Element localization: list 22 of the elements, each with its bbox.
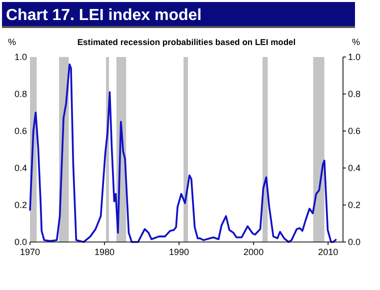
x-tick-label: 2000 xyxy=(244,247,264,257)
x-tick-label: 2010 xyxy=(318,247,338,257)
y2-axis-title: % xyxy=(352,37,360,47)
y-axis-title: % xyxy=(8,37,16,47)
y-tick-label: 0.6 xyxy=(14,126,27,136)
x-tick-label: 1980 xyxy=(94,247,115,257)
y2-tick-label: 0.4 xyxy=(348,163,361,173)
x-tick-label: 1990 xyxy=(169,247,190,257)
y-tick-label: 1.0 xyxy=(14,52,27,62)
chart-subtitle: Estimated recession probabilities based on LEI model xyxy=(77,37,296,47)
y2-tick-label: 0.8 xyxy=(348,89,361,99)
y-tick-label: 0.2 xyxy=(14,200,27,210)
y2-tick-label: 1.0 xyxy=(348,52,361,62)
chart-title: Chart 17. LEI index model xyxy=(6,7,202,24)
line-series xyxy=(29,64,338,243)
y-tick-label: 0.8 xyxy=(14,89,27,99)
y-tick-label: 0.4 xyxy=(14,163,27,173)
y2-tick-label: 0.2 xyxy=(348,200,361,210)
y-tick-label: 0.0 xyxy=(14,237,27,247)
y2-tick-label: 0.6 xyxy=(348,126,361,136)
x-tick-label: 1970 xyxy=(20,247,40,257)
y2-tick-label: 0.0 xyxy=(348,237,361,247)
